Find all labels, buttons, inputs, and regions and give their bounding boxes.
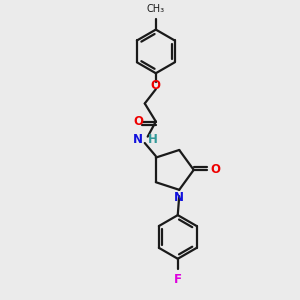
Text: F: F [174, 273, 182, 286]
Text: H: H [148, 133, 158, 146]
Text: CH₃: CH₃ [147, 4, 165, 14]
Text: O: O [134, 115, 143, 128]
Text: O: O [211, 164, 220, 176]
Text: N: N [174, 191, 184, 204]
Text: O: O [151, 79, 161, 92]
Text: N: N [132, 133, 142, 146]
